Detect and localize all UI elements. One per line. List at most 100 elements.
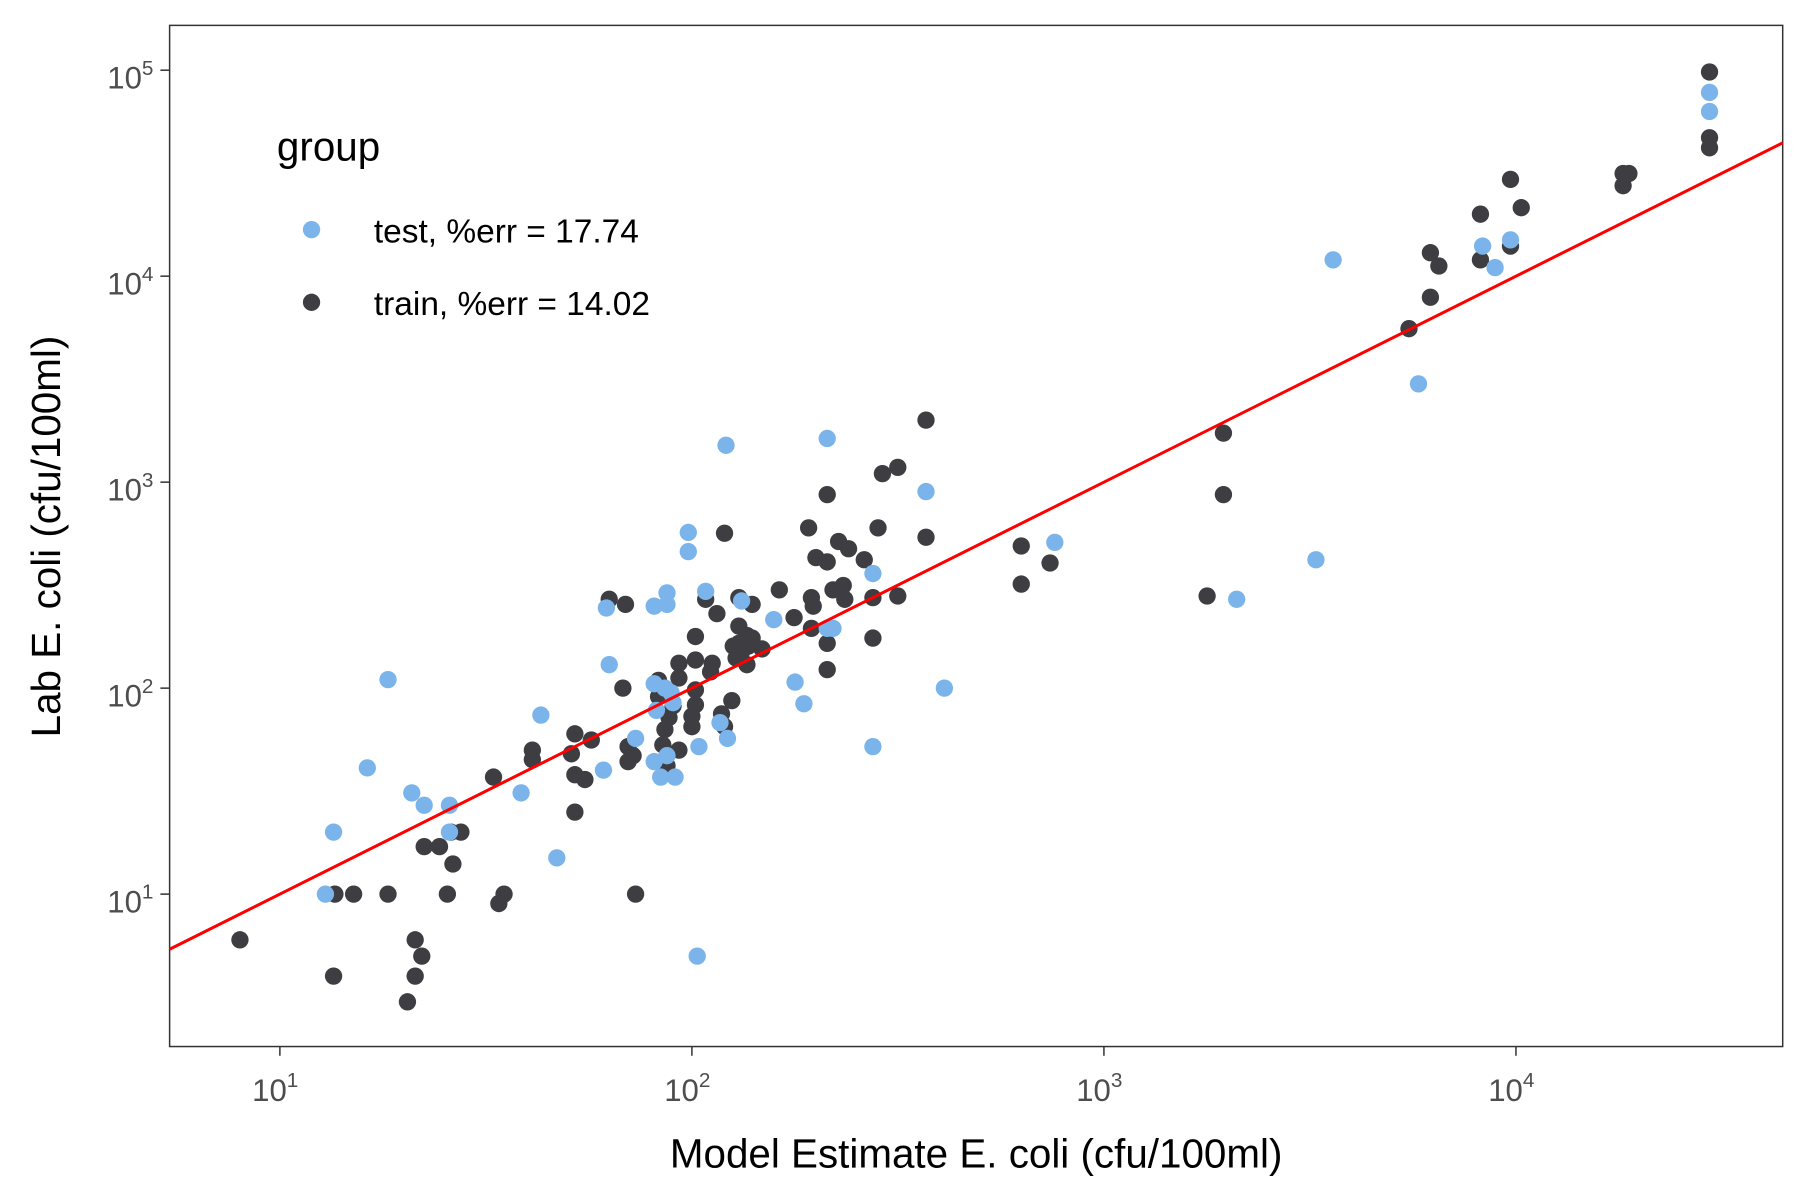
test-point xyxy=(1700,83,1719,102)
train-point xyxy=(379,885,397,903)
test-point xyxy=(1501,231,1520,249)
test-points xyxy=(316,83,1719,965)
test-point xyxy=(1473,237,1492,255)
train-point xyxy=(1700,139,1719,157)
test-point xyxy=(1486,258,1504,277)
train-point xyxy=(626,885,645,903)
train-point xyxy=(889,458,907,477)
train-point xyxy=(523,750,542,769)
train-point xyxy=(917,528,935,546)
train-point xyxy=(1430,257,1448,275)
legend-label-test: test, %err = 17.74 xyxy=(374,213,639,250)
test-point xyxy=(732,592,751,610)
x-tick-label: 102 xyxy=(664,1069,710,1108)
test-point xyxy=(666,768,684,786)
train-point xyxy=(1614,177,1632,195)
test-point xyxy=(1046,533,1064,552)
train-point xyxy=(231,931,249,949)
train-point xyxy=(415,838,433,856)
train-point xyxy=(818,485,836,504)
train-point xyxy=(1501,170,1520,189)
test-point xyxy=(1700,102,1719,121)
test-point xyxy=(765,611,783,629)
test-point xyxy=(512,784,530,802)
test-point xyxy=(690,737,708,756)
test-point xyxy=(718,729,737,748)
legend-key-train xyxy=(302,293,321,311)
y-tick-label: 105 xyxy=(107,57,153,96)
train-point xyxy=(818,553,836,571)
train-point xyxy=(683,718,701,736)
train-point xyxy=(1214,485,1233,504)
test-point xyxy=(1324,251,1342,269)
test-point xyxy=(403,784,421,802)
train-point xyxy=(873,464,892,483)
train-point xyxy=(1471,251,1490,269)
reference-line-y-equals-x xyxy=(168,141,1784,951)
x-tick-label: 103 xyxy=(1076,1069,1122,1108)
test-point xyxy=(658,595,676,614)
train-point xyxy=(804,597,822,615)
train-point xyxy=(1512,199,1530,217)
test-point xyxy=(1409,375,1428,393)
train-points xyxy=(231,63,1719,1011)
train-point xyxy=(344,885,363,903)
train-point xyxy=(566,725,584,743)
x-axis-title: Model Estimate E. coli (cfu/100ml) xyxy=(670,1131,1283,1177)
test-point xyxy=(697,582,715,601)
train-point xyxy=(406,931,424,949)
train-point xyxy=(818,634,836,652)
test-point xyxy=(795,695,813,713)
test-point xyxy=(658,747,676,765)
train-point xyxy=(1700,63,1719,81)
train-point xyxy=(1421,244,1440,262)
train-point xyxy=(799,519,818,537)
train-point xyxy=(715,524,734,542)
test-point xyxy=(652,768,670,786)
train-point xyxy=(869,519,887,537)
legend-key-test xyxy=(302,220,321,239)
plot-panel xyxy=(168,24,1784,1048)
test-point xyxy=(597,599,616,617)
legend-label-train: train, %err = 14.02 xyxy=(374,286,650,323)
train-point xyxy=(708,604,726,623)
test-point xyxy=(440,823,459,841)
test-point xyxy=(358,759,376,777)
train-point xyxy=(1012,575,1030,593)
test-point xyxy=(935,679,954,697)
train-point xyxy=(484,768,503,786)
y-tick-label: 103 xyxy=(107,469,153,508)
train-point xyxy=(824,581,842,599)
y-tick-label: 102 xyxy=(107,675,153,714)
train-point xyxy=(619,752,637,771)
test-point xyxy=(711,713,729,732)
train-point xyxy=(430,838,449,856)
test-point xyxy=(864,737,882,756)
train-point xyxy=(855,551,873,569)
train-point xyxy=(839,540,858,558)
train-point xyxy=(1198,587,1216,605)
test-point xyxy=(688,947,706,965)
train-point xyxy=(614,679,632,697)
test-point xyxy=(679,523,697,542)
test-point xyxy=(600,656,618,674)
test-point xyxy=(864,564,882,583)
train-point xyxy=(444,855,462,873)
x-axis: 101 102 103 104 xyxy=(252,1046,1534,1108)
test-point xyxy=(786,673,804,691)
test-point xyxy=(647,701,666,720)
x-tick-label: 101 xyxy=(252,1069,298,1108)
train-point xyxy=(566,803,584,821)
test-point xyxy=(316,885,335,903)
train-point xyxy=(438,885,457,903)
y-tick-label: 101 xyxy=(107,881,153,920)
train-point xyxy=(864,629,882,647)
legend: group test, %err = 17.74 train, %err = 1… xyxy=(277,123,650,323)
train-point xyxy=(616,595,635,614)
legend-title: group xyxy=(277,123,380,169)
train-point xyxy=(490,894,508,913)
test-point xyxy=(1228,590,1246,608)
test-point xyxy=(532,706,550,724)
train-point xyxy=(785,608,803,627)
